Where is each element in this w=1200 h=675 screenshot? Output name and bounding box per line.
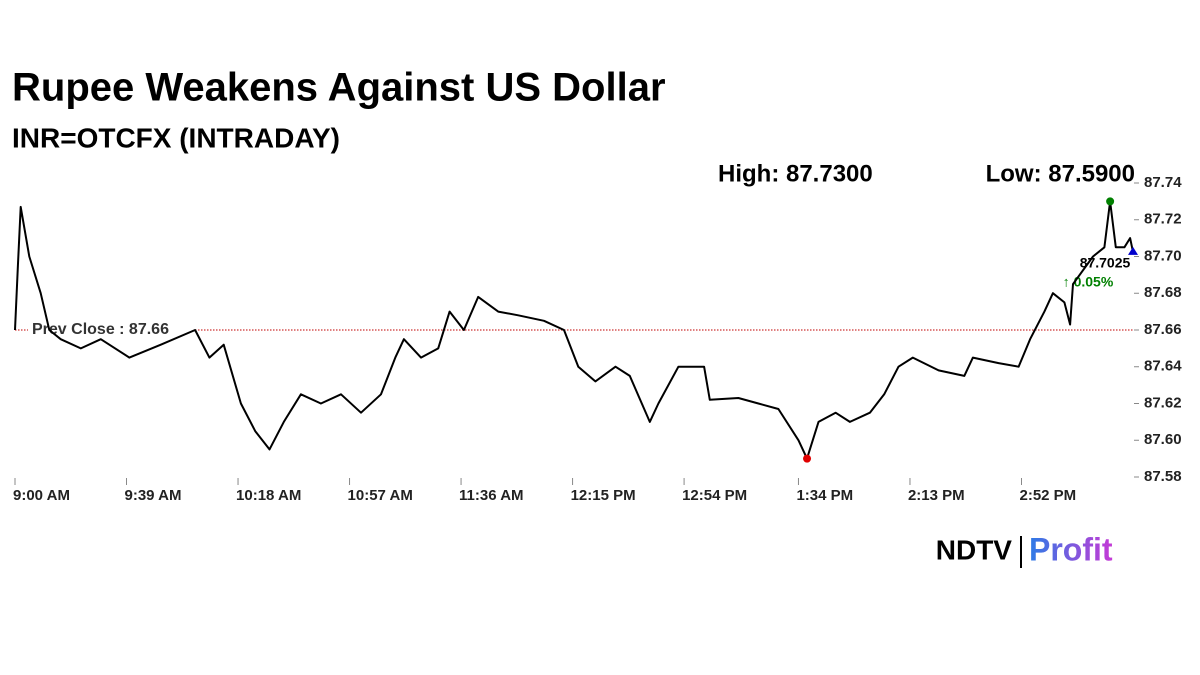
- y-tick-label: 87.66: [1144, 321, 1182, 338]
- x-tick-label: 9:00 AM: [13, 487, 70, 504]
- high-marker: [1106, 197, 1115, 206]
- price-line: [14, 200, 1134, 460]
- high-label: High: 87.7300: [718, 160, 873, 187]
- y-tick-label: 87.62: [1144, 394, 1182, 411]
- prev-close-label: Prev Close : 87.66: [32, 321, 169, 338]
- x-tick-label: 2:52 PM: [1019, 487, 1076, 504]
- low-label: Low: 87.5900: [986, 160, 1135, 187]
- x-tick-label: 12:15 PM: [571, 487, 636, 504]
- x-tick-label: 9:39 AM: [125, 487, 182, 504]
- x-tick-label: 2:13 PM: [908, 487, 965, 504]
- logo-product: Profit: [1029, 531, 1113, 567]
- chart-title: Rupee Weakens Against US Dollar: [12, 66, 666, 110]
- chart-subtitle: INR=OTCFX (INTRADAY): [12, 122, 340, 153]
- y-tick-label: 87.64: [1144, 358, 1182, 375]
- x-tick-label: 10:57 AM: [348, 487, 413, 504]
- logo-brand: NDTV: [936, 534, 1013, 565]
- low-marker: [803, 454, 812, 463]
- x-tick-label: 12:54 PM: [682, 487, 747, 504]
- y-tick-label: 87.72: [1144, 211, 1182, 228]
- x-tick-label: 10:18 AM: [236, 487, 301, 504]
- last-marker: [1128, 246, 1138, 255]
- x-tick-label: 1:34 PM: [796, 487, 853, 504]
- y-tick-label: 87.70: [1144, 247, 1182, 264]
- y-tick-label: 87.68: [1144, 284, 1182, 301]
- x-tick-label: 11:36 AM: [459, 487, 523, 504]
- y-tick-label: 87.58: [1144, 468, 1182, 485]
- prev-close-bg: [28, 320, 196, 340]
- change-label: ↑ 0.05%: [1063, 274, 1114, 290]
- y-tick-label: 87.60: [1144, 431, 1182, 448]
- last-value-label: 87.7025: [1080, 255, 1131, 271]
- y-tick-label: 87.74: [1144, 174, 1182, 191]
